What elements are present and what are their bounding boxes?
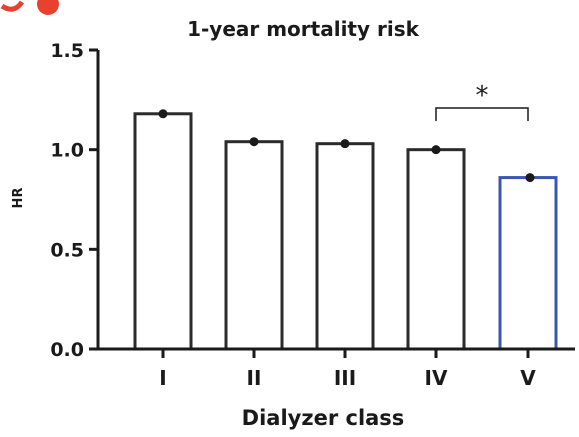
x-tick-label: II bbox=[247, 366, 262, 390]
significance-marker: * bbox=[476, 81, 489, 111]
y-axis-label: HR bbox=[11, 188, 26, 209]
y-tick-label: 0.5 bbox=[50, 239, 84, 261]
data-points bbox=[158, 109, 535, 183]
bar-III bbox=[315, 142, 375, 351]
x-axis-label: Dialyzer class bbox=[242, 406, 405, 430]
y-tick-label: 0.0 bbox=[50, 339, 84, 361]
x-tick-label: III bbox=[334, 366, 356, 390]
significance-bracket bbox=[435, 107, 529, 121]
y-tick-label: 1.5 bbox=[50, 40, 84, 62]
chart-title: 1-year mortality risk bbox=[187, 17, 420, 41]
point-V bbox=[525, 173, 535, 183]
logo-dot bbox=[37, 0, 59, 15]
x-tick-label: V bbox=[520, 366, 536, 390]
point-II bbox=[249, 137, 259, 147]
x-axis-ticks: I II III IV V bbox=[159, 349, 536, 390]
logo-arc-1 bbox=[0, 0, 25, 12]
y-axis-ticks: 0.0 0.5 1.0 1.5 bbox=[50, 40, 98, 361]
bar-IV bbox=[406, 148, 466, 351]
x-tick-label: IV bbox=[425, 366, 448, 390]
point-IV bbox=[431, 145, 441, 155]
bar-I bbox=[133, 112, 193, 351]
x-tick-label: I bbox=[159, 366, 166, 390]
point-I bbox=[158, 109, 168, 119]
logo-mark bbox=[0, 0, 59, 15]
significance-annotation: * bbox=[435, 81, 529, 121]
bars bbox=[133, 112, 558, 351]
y-tick-label: 1.0 bbox=[50, 140, 84, 162]
point-III bbox=[340, 139, 350, 149]
bar-V bbox=[498, 176, 558, 351]
bar-II bbox=[224, 140, 284, 351]
